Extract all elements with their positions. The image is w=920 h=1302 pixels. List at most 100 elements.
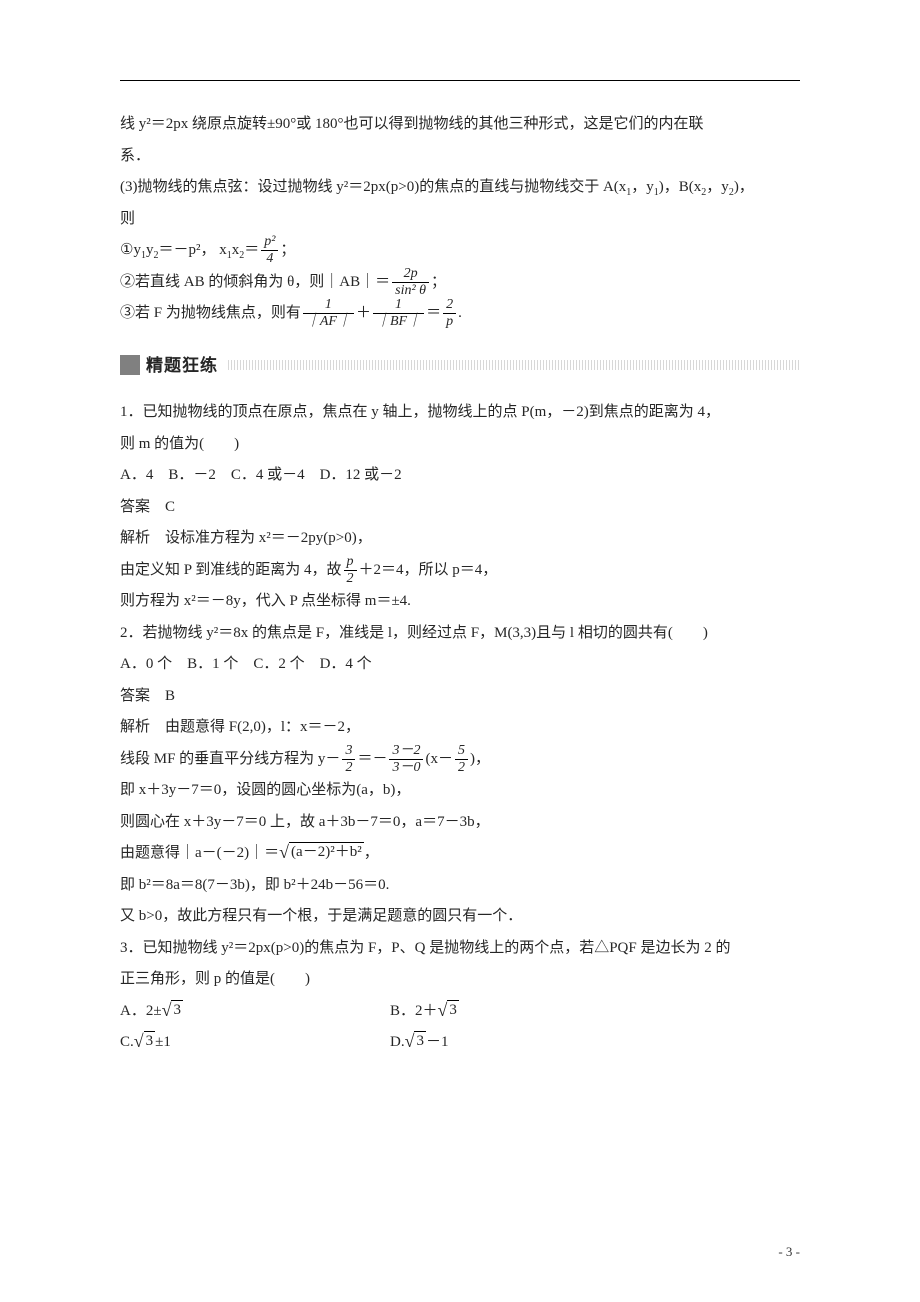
fraction: 2psin² θ <box>392 267 429 298</box>
text: 线段 MF 的垂直平分线方程为 y－ <box>120 751 340 767</box>
section-line-icon <box>228 360 800 370</box>
radical-icon: √ <box>134 1032 144 1050</box>
numerator: 1 <box>373 298 424 314</box>
radical-icon: √ <box>162 1001 172 1019</box>
q3-optB: B．2＋√3 <box>390 996 660 1028</box>
sqrt: √3 <box>162 1000 183 1019</box>
q3-line2: 正三角形，则 p 的值是( ) <box>120 964 800 996</box>
q1-exp1: 解析 设标准方程为 x²＝－2py(p>0)， <box>120 523 800 555</box>
q2-exp1: 解析 由题意得 F(2,0)，l：x＝－2， <box>120 712 800 744</box>
q3-line1: 3．已知抛物线 y²＝2px(p>0)的焦点为 F，P、Q 是抛物线上的两个点，… <box>120 933 800 965</box>
q2-exp7: 又 b>0，故此方程只有一个根，于是满足题意的圆只有一个． <box>120 901 800 933</box>
denominator: 2 <box>342 760 355 775</box>
radical-icon: √ <box>279 843 289 861</box>
radical-icon: √ <box>438 1001 448 1019</box>
fraction: p2 <box>344 555 357 586</box>
numerator: p <box>344 555 357 571</box>
text: ，y <box>631 179 654 195</box>
denominator: p <box>443 314 456 329</box>
q3-options-row2: C.√3±1 D.√3－1 <box>120 1027 800 1059</box>
top-rule <box>120 80 800 81</box>
text: ，y <box>706 179 729 195</box>
text: . <box>458 305 462 321</box>
sqrt-arg: 3 <box>171 1000 183 1019</box>
denominator: 4 <box>261 251 278 266</box>
fraction: p²4 <box>261 235 278 266</box>
numerator: 2 <box>443 298 456 314</box>
item-2: ②若直线 AB 的倾斜角为 θ，则｜AB｜＝2psin² θ； <box>120 267 800 299</box>
text: ＝ <box>244 242 259 258</box>
sqrt-arg: (a－2)²＋b² <box>289 842 364 861</box>
q1-answer: 答案 C <box>120 492 800 524</box>
numerator: 3 <box>342 744 355 760</box>
text: －1 <box>426 1034 449 1050</box>
q2-options: A．0 个 B．1 个 C．2 个 D．4 个 <box>120 649 800 681</box>
q2-exp2: 线段 MF 的垂直平分线方程为 y－32＝－3－23－0(x－52)， <box>120 744 800 776</box>
q2-exp4: 则圆心在 x＋3y－7＝0 上，故 a＋3b－7＝0，a＝7－3b， <box>120 807 800 839</box>
text: A．2± <box>120 1003 162 1019</box>
fraction: 1｜AF｜ <box>303 298 354 329</box>
denominator: 2 <box>455 760 468 775</box>
text: ③若 F 为抛物线焦点，则有 <box>120 305 301 321</box>
text: (3)抛物线的焦点弦：设过抛物线 y²＝2px(p>0)的焦点的直线与抛物线交于… <box>120 179 626 195</box>
text: ①y <box>120 242 141 258</box>
q1-line2: 则 m 的值为( ) <box>120 429 800 461</box>
text: (x－ <box>425 751 453 767</box>
fraction: 3－23－0 <box>389 744 423 775</box>
q3-optC: C.√3±1 <box>120 1027 390 1059</box>
q2-answer: 答案 B <box>120 681 800 713</box>
sqrt: √3 <box>134 1031 155 1050</box>
content: 线 y²＝2px 绕原点旋转±90°或 180°也可以得到抛物线的其他三种形式，… <box>120 109 800 1059</box>
numerator: 2p <box>392 267 429 283</box>
text: ＝－p²， x <box>158 242 226 258</box>
cont-line2: 系． <box>120 141 800 173</box>
cont-line4: 则 <box>120 204 800 236</box>
denominator: ｜BF｜ <box>373 314 424 329</box>
numerator: 5 <box>455 744 468 760</box>
text: ＋2＝4，所以 p＝4， <box>359 562 498 578</box>
q2-line1: 2．若抛物线 y²＝8x 的焦点是 F，准线是 l，则经过点 F，M(3,3)且… <box>120 618 800 650</box>
q1-options: A．4 B．－2 C．4 或－4 D．12 或－2 <box>120 460 800 492</box>
cont-line1: 线 y²＝2px 绕原点旋转±90°或 180°也可以得到抛物线的其他三种形式，… <box>120 109 800 141</box>
text: ±1 <box>155 1034 171 1050</box>
text: 由题意得｜a－(－2)｜＝ <box>120 845 279 861</box>
q3-optD: D.√3－1 <box>390 1027 660 1059</box>
denominator: 2 <box>344 571 357 586</box>
denominator: 3－0 <box>389 760 423 775</box>
section-title: 精题狂练 <box>146 348 218 384</box>
text: D. <box>390 1034 405 1050</box>
q1-line1: 1．已知抛物线的顶点在原点，焦点在 y 轴上，抛物线上的点 P(m，－2)到焦点… <box>120 397 800 429</box>
q1-exp3: 则方程为 x²＝－8y，代入 P 点坐标得 m＝±4. <box>120 586 800 618</box>
item-1: ①y1y2＝－p²， x1x2＝p²4； <box>120 235 800 267</box>
fraction: 32 <box>342 744 355 775</box>
text: ＋ <box>356 305 371 321</box>
sqrt: √3 <box>438 1000 459 1019</box>
fraction: 52 <box>455 744 468 775</box>
sqrt: √(a－2)²＋b² <box>279 842 364 861</box>
q2-exp3: 即 x＋3y－7＝0，设圆的圆心坐标为(a，b)， <box>120 775 800 807</box>
section-header: 精题狂练 <box>120 348 800 384</box>
text: ②若直线 AB 的倾斜角为 θ，则｜AB｜＝ <box>120 274 390 290</box>
q3-optA: A．2±√3 <box>120 996 390 1028</box>
text: C. <box>120 1034 134 1050</box>
fraction: 1｜BF｜ <box>373 298 424 329</box>
numerator: p² <box>261 235 278 251</box>
denominator: sin² θ <box>392 283 429 298</box>
sqrt-arg: 3 <box>414 1031 426 1050</box>
page: 线 y²＝2px 绕原点旋转±90°或 180°也可以得到抛物线的其他三种形式，… <box>0 0 920 1302</box>
denominator: ｜AF｜ <box>303 314 354 329</box>
cont-line3: (3)抛物线的焦点弦：设过抛物线 y²＝2px(p>0)的焦点的直线与抛物线交于… <box>120 172 800 204</box>
text: )，B(x <box>659 179 702 195</box>
page-number: - 3 - <box>778 1244 800 1260</box>
q2-exp6: 即 b²＝8a＝8(7－3b)，即 b²＋24b－56＝0. <box>120 870 800 902</box>
text: ＝ <box>426 305 441 321</box>
section-square-icon <box>120 355 140 375</box>
q2-exp5: 由题意得｜a－(－2)｜＝√(a－2)²＋b²， <box>120 838 800 870</box>
text: B．2＋ <box>390 1003 438 1019</box>
item-3: ③若 F 为抛物线焦点，则有1｜AF｜＋1｜BF｜＝2p. <box>120 298 800 330</box>
numerator: 3－2 <box>389 744 423 760</box>
numerator: 1 <box>303 298 354 314</box>
q3-options-row1: A．2±√3 B．2＋√3 <box>120 996 800 1028</box>
text: 由定义知 P 到准线的距离为 4，故 <box>120 562 342 578</box>
sqrt: √3 <box>405 1031 426 1050</box>
